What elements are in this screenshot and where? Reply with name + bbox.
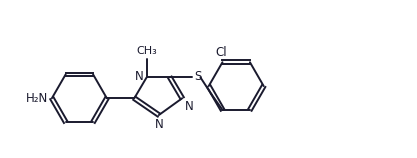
Text: CH₃: CH₃ [136,46,157,56]
Text: H₂N: H₂N [26,92,49,105]
Text: N: N [154,118,163,131]
Text: Cl: Cl [215,46,227,59]
Text: N: N [135,70,143,83]
Text: N: N [184,100,193,113]
Text: S: S [194,70,202,83]
